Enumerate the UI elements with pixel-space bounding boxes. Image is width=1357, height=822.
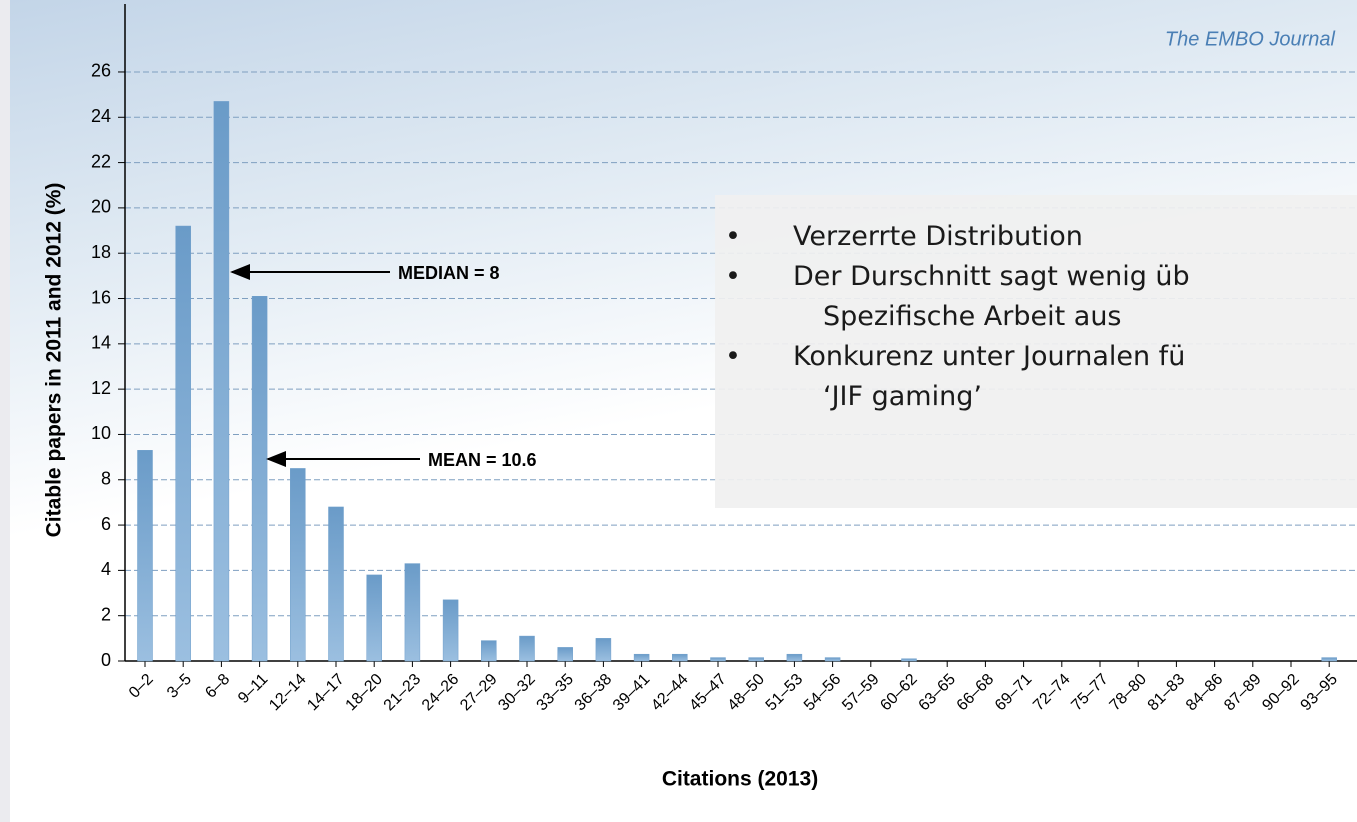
note-row: • Konkurenz unter Journalen fü (715, 337, 1357, 377)
bar (137, 450, 153, 662)
bar (519, 635, 535, 662)
note-continuation: Spezifische Arbeit aus (823, 301, 1122, 332)
y-tick-label: 4 (101, 559, 111, 579)
annotation: MEDIAN = 8 (398, 263, 500, 283)
bar (748, 657, 764, 662)
bar (175, 225, 191, 662)
bar (213, 101, 230, 662)
bar (595, 638, 612, 662)
bar (404, 563, 421, 662)
bar (481, 640, 497, 662)
x-axis-label: Citations (2013) (662, 768, 818, 791)
y-tick-label: 24 (91, 106, 111, 126)
y-tick-label: 20 (91, 197, 111, 217)
bullet: • (725, 341, 741, 372)
bullet: • (725, 261, 741, 292)
y-tick-label: 16 (91, 287, 111, 307)
y-tick-label: 8 (101, 469, 111, 489)
y-tick-label: 2 (101, 604, 111, 624)
y-tick-label: 10 (91, 423, 111, 443)
note-continuation: ‘JIF gaming’ (823, 381, 982, 412)
note-text: Der Durschnitt sagt wenig üb (793, 261, 1190, 292)
y-tick-label: 18 (91, 242, 111, 262)
bar (557, 647, 573, 662)
bar (290, 468, 306, 662)
bar (633, 653, 650, 662)
note-text: Verzerrte Distribution (793, 221, 1083, 252)
bar (366, 574, 382, 662)
y-tick-label: 22 (91, 151, 111, 171)
y-tick-label: 12 (91, 378, 111, 398)
bar (251, 296, 268, 662)
bar (901, 658, 917, 662)
y-tick-label: 6 (101, 514, 111, 534)
bar (824, 657, 841, 662)
note-row: • Der Durschnitt sagt wenig üb (715, 257, 1357, 297)
note-row: Spezifische Arbeit aus (715, 297, 1357, 337)
bar (442, 599, 459, 662)
callout-box: • Verzerrte Distribution • Der Durschnitt s… (715, 195, 1357, 508)
bar (710, 657, 726, 662)
bar (1321, 657, 1337, 662)
y-tick-label: 26 (91, 61, 111, 81)
annotation: MEAN = 10.6 (428, 450, 537, 470)
note-row: ‘JIF gaming’ (715, 377, 1357, 417)
y-tick-label: 14 (91, 333, 111, 353)
bar (328, 506, 344, 662)
y-axis-label: Citable papers in 2011 and 2012 (%) (43, 183, 66, 538)
source: The EMBO Journal (1165, 28, 1336, 50)
bar (786, 653, 803, 662)
y-tick-label: 0 (101, 650, 111, 670)
note-row: • Verzerrte Distribution (715, 217, 1357, 257)
bar (672, 653, 688, 662)
note-text: Konkurenz unter Journalen fü (793, 341, 1186, 372)
bullet: • (725, 221, 741, 252)
